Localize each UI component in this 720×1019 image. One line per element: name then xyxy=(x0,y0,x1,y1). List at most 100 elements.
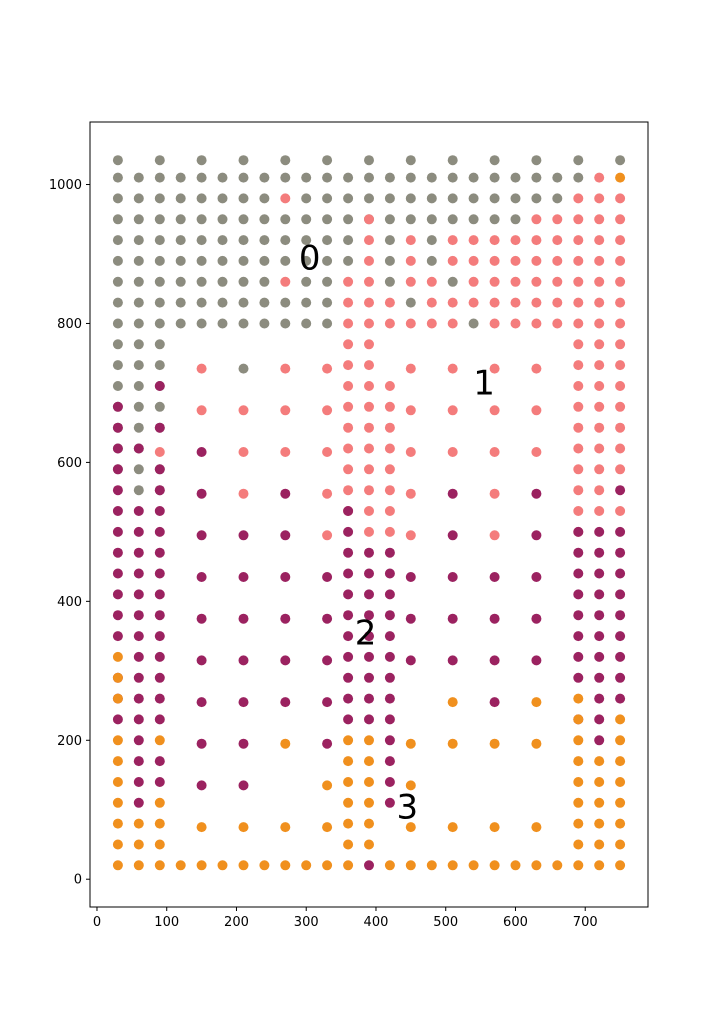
data-point-series-2-61 xyxy=(343,589,354,600)
data-point-series-2-41 xyxy=(112,568,123,579)
data-point-series-2-66 xyxy=(615,589,626,600)
data-point-series-1-99 xyxy=(343,401,354,412)
data-point-series-3-58 xyxy=(133,839,144,850)
data-point-series-1-9 xyxy=(594,214,605,225)
data-point-series-2-123 xyxy=(280,697,291,708)
data-point-series-0-71 xyxy=(405,214,416,225)
data-point-series-3-43 xyxy=(154,818,165,829)
data-point-series-3-23 xyxy=(573,756,584,767)
data-point-series-2-130 xyxy=(615,693,626,704)
data-point-series-1-76 xyxy=(615,339,626,350)
data-point-series-0-50 xyxy=(426,193,437,204)
data-point-series-0-41 xyxy=(217,193,228,204)
data-point-series-3-78 xyxy=(405,860,416,871)
data-point-series-2-131 xyxy=(112,714,123,725)
data-point-series-3-40 xyxy=(615,797,626,808)
data-point-series-3-29 xyxy=(405,780,416,791)
data-point-series-2-20 xyxy=(112,526,123,537)
data-point-series-2-72 xyxy=(280,613,291,624)
data-point-series-1-40 xyxy=(510,276,521,287)
data-point-series-1-83 xyxy=(447,363,458,374)
data-point-series-0-31 xyxy=(489,172,500,183)
data-point-series-0-63 xyxy=(238,214,249,225)
data-point-series-3-39 xyxy=(594,797,605,808)
data-point-series-3-62 xyxy=(573,839,584,850)
data-point-series-1-92 xyxy=(573,381,584,391)
data-point-series-2-64 xyxy=(573,589,584,600)
data-point-series-0-38 xyxy=(154,193,165,204)
data-point-series-1-29 xyxy=(552,255,563,266)
data-point-series-1-117 xyxy=(280,447,291,457)
data-point-series-2-16 xyxy=(112,506,123,516)
data-point-series-2-31 xyxy=(615,526,626,537)
data-point-series-0-81 xyxy=(196,235,207,246)
data-point-series-2-0 xyxy=(154,381,165,391)
data-point-series-2-84 xyxy=(112,631,123,642)
data-point-series-0-0 xyxy=(112,155,123,166)
data-point-series-0-7 xyxy=(405,155,416,166)
data-point-series-2-94 xyxy=(154,651,165,662)
data-point-series-0-125 xyxy=(280,297,291,308)
data-point-series-2-104 xyxy=(489,655,500,666)
data-point-series-0-122 xyxy=(217,297,228,308)
data-point-series-0-106 xyxy=(133,276,144,287)
data-point-series-2-8 xyxy=(154,464,165,475)
data-point-series-3-56 xyxy=(615,818,626,829)
data-point-series-0-16 xyxy=(175,172,186,183)
data-point-series-1-139 xyxy=(384,485,395,496)
data-point-series-3-20 xyxy=(112,756,123,767)
data-point-series-0-147 xyxy=(238,363,249,374)
data-point-series-2-122 xyxy=(238,697,249,708)
data-point-series-1-128 xyxy=(615,443,626,454)
data-point-series-3-11 xyxy=(280,738,291,749)
data-point-series-1-33 xyxy=(280,276,291,287)
data-point-series-2-38 xyxy=(573,547,584,558)
data-point-series-1-81 xyxy=(364,360,374,371)
data-point-series-2-12 xyxy=(280,488,291,499)
data-point-series-1-28 xyxy=(531,255,542,266)
data-point-series-0-43 xyxy=(259,193,270,204)
data-point-series-1-55 xyxy=(552,297,563,308)
data-point-series-0-32 xyxy=(510,172,521,183)
data-point-series-0-57 xyxy=(112,214,123,225)
data-point-series-1-107 xyxy=(594,401,605,412)
data-point-series-0-95 xyxy=(196,255,207,266)
data-point-series-1-88 xyxy=(615,360,626,371)
data-point-series-1-18 xyxy=(552,235,563,246)
data-point-series-0-46 xyxy=(343,193,354,204)
data-point-series-0-116 xyxy=(447,276,458,287)
data-point-series-2-133 xyxy=(154,714,165,725)
data-point-series-1-96 xyxy=(238,405,249,416)
data-point-series-0-24 xyxy=(343,172,354,183)
data-point-series-3-24 xyxy=(594,756,605,767)
data-point-series-3-25 xyxy=(615,756,626,767)
data-point-series-0-21 xyxy=(280,172,291,183)
data-point-series-3-45 xyxy=(238,822,249,833)
data-point-series-2-77 xyxy=(405,613,416,624)
data-point-series-1-49 xyxy=(426,297,437,308)
data-point-series-1-75 xyxy=(594,339,605,350)
data-point-series-1-153 xyxy=(405,530,416,541)
data-point-series-0-12 xyxy=(615,155,626,166)
data-point-series-2-83 xyxy=(615,610,626,621)
data-point-series-1-80 xyxy=(343,360,354,371)
data-point-series-2-103 xyxy=(447,655,458,666)
data-point-series-0-117 xyxy=(112,297,123,308)
data-point-series-2-144 xyxy=(594,735,605,746)
data-point-series-1-7 xyxy=(552,214,563,225)
data-point-series-3-1 xyxy=(112,651,123,662)
data-point-series-0-29 xyxy=(447,172,458,183)
data-point-series-2-90 xyxy=(573,631,584,642)
data-point-series-3-53 xyxy=(531,822,542,833)
data-point-series-0-89 xyxy=(384,235,395,246)
data-point-series-1-79 xyxy=(322,363,333,374)
data-point-series-1-151 xyxy=(364,526,374,537)
data-point-series-2-121 xyxy=(196,697,207,708)
data-point-series-0-123 xyxy=(238,297,249,308)
data-point-series-2-99 xyxy=(343,651,354,662)
data-point-series-0-1 xyxy=(154,155,165,166)
data-point-series-2-141 xyxy=(238,738,249,749)
data-point-series-2-91 xyxy=(594,631,605,642)
data-point-series-0-4 xyxy=(280,155,291,166)
data-point-series-0-33 xyxy=(531,172,542,183)
